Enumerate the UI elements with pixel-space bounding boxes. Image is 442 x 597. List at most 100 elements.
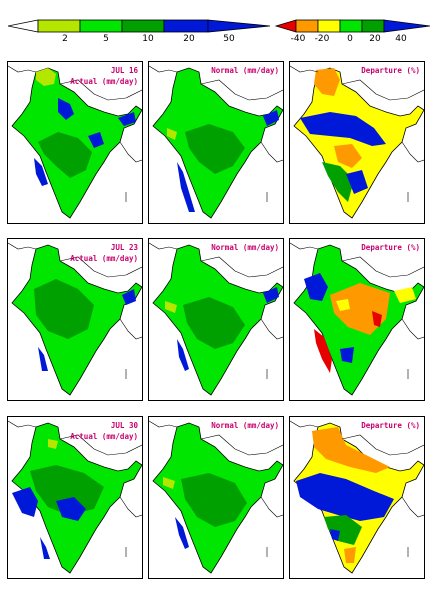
region-darkgreen-center [38,132,92,178]
region-blue-northeast [118,112,136,126]
region-blue-central [56,497,86,521]
region-blue-westcoast [40,537,50,559]
departure-tick-0: 0 [347,34,353,44]
map-jul16-departure [290,65,424,219]
neighbor-border [8,420,142,557]
panel-title-jul16-departure: Departure (%) [361,65,420,76]
map-jul23-normal [149,242,283,396]
panel-subtitle: Departure (%) [361,243,420,252]
region-darkgreen-center [34,279,94,339]
panel-jul23-actual: JUL 23 Actual (mm/day) [7,238,143,401]
neighbor-border [8,242,142,379]
precip-cbar-bin-10-20 [121,19,165,33]
region-blue-west [12,487,38,517]
week-label: JUL 16 [110,66,138,75]
map-jul30-normal [149,420,283,574]
departure-tick-neg40: -40 [290,34,306,44]
panel-title-jul23-normal: Normal (mm/day) [211,242,279,253]
region-blue-westcoast [177,339,189,371]
departure-tick-40: 40 [395,34,407,44]
panel-title-jul16-normal: Normal (mm/day) [211,65,279,76]
region-blue-south [340,347,354,363]
precip-colorbar-labels: 2 5 10 20 50 [8,34,272,46]
region-blue-northeast [263,110,279,126]
region-orange-north [314,68,340,96]
region-red-east [372,311,382,327]
region-blue-northwest [58,98,74,120]
week-label: JUL 30 [110,421,138,430]
map-jul30-departure [290,420,424,574]
region-blue-southeast [346,170,368,194]
departure-cbar-right-arrow [383,19,431,33]
region-yellowgreen-west [167,128,177,140]
departure-tick-20: 20 [369,34,381,44]
map-jul23-actual [8,242,142,396]
precip-colorbar [8,19,271,33]
panel-jul16-departure: Departure (%) [289,61,425,224]
region-green-south [322,162,354,202]
panel-subtitle: Actual (mm/day) [70,432,138,441]
region-yellowgreen-north [36,68,56,86]
region-blue-east [88,132,104,148]
panel-subtitle: Actual (mm/day) [70,77,138,86]
region-blue-westcoast [38,347,48,371]
panel-title-jul16-actual: JUL 16 Actual (mm/day) [70,65,138,87]
panel-subtitle: Departure (%) [361,66,420,75]
region-blue-westcoast [34,158,48,186]
map-jul23-departure [290,242,424,396]
map-jul30-actual [8,420,142,574]
panel-jul30-actual: JUL 30 Actual (mm/day) [7,416,143,579]
panel-title-jul30-actual: JUL 30 Actual (mm/day) [70,420,138,442]
region-orange-north [312,427,390,473]
region-blue-northwest [304,273,328,301]
precip-tick-2: 2 [62,34,68,44]
region-darkgreen-center [183,297,245,349]
region-orange-south [344,547,356,563]
precip-tick-20: 20 [183,34,195,44]
departure-cbar-bin-1 [295,19,319,33]
departure-colorbar [274,19,431,33]
precip-tick-50: 50 [223,34,235,44]
map-jul16-normal [149,65,283,219]
region-darkgreen-band [30,465,104,515]
precip-cbar-left-arrow [8,19,39,33]
neighbor-border [290,242,424,379]
departure-cbar-bin-3 [339,19,363,33]
departure-tick-neg20: -20 [314,34,330,44]
map-jul16-actual [8,65,142,219]
panel-subtitle: Normal (mm/day) [211,421,279,430]
panel-jul23-departure: Departure (%) [289,238,425,401]
panel-jul30-departure: Departure (%) [289,416,425,579]
region-blue-south [330,529,340,541]
region-orange-center [334,144,362,168]
region-darkgreen-center [181,473,247,527]
region-yellowgreen-west [165,301,177,313]
departure-cbar-left-arrow [274,19,297,33]
region-blue-northeast [263,287,279,303]
region-yellowgreen-north [48,439,58,449]
neighbor-border [290,65,424,202]
panel-subtitle: Actual (mm/day) [70,254,138,263]
neighbor-border [290,420,424,557]
precip-tick-5: 5 [103,34,109,44]
region-blue-westcoast [177,162,195,212]
panel-subtitle: Normal (mm/day) [211,66,279,75]
region-blue-band [296,473,394,521]
panel-jul16-actual: JUL 16 Actual (mm/day) [7,61,143,224]
week-label: JUL 23 [110,243,138,252]
india-landmass [293,67,424,219]
region-yellow-patches [336,287,416,311]
region-yellowgreen-west [163,477,175,489]
panel-jul23-normal: Normal (mm/day) [148,238,284,401]
region-blue-band [300,112,386,146]
neighbor-border [149,420,283,557]
precip-cbar-bin-2-5 [37,19,81,33]
departure-cbar-bin-4 [361,19,385,33]
panel-jul16-normal: Normal (mm/day) [148,61,284,224]
region-darkgreen-center [185,124,245,174]
region-green-center [324,515,362,545]
region-blue-westcoast [175,517,189,549]
departure-cbar-bin-2 [317,19,341,33]
neighbor-border [149,65,283,202]
precip-cbar-right-arrow [207,19,271,33]
